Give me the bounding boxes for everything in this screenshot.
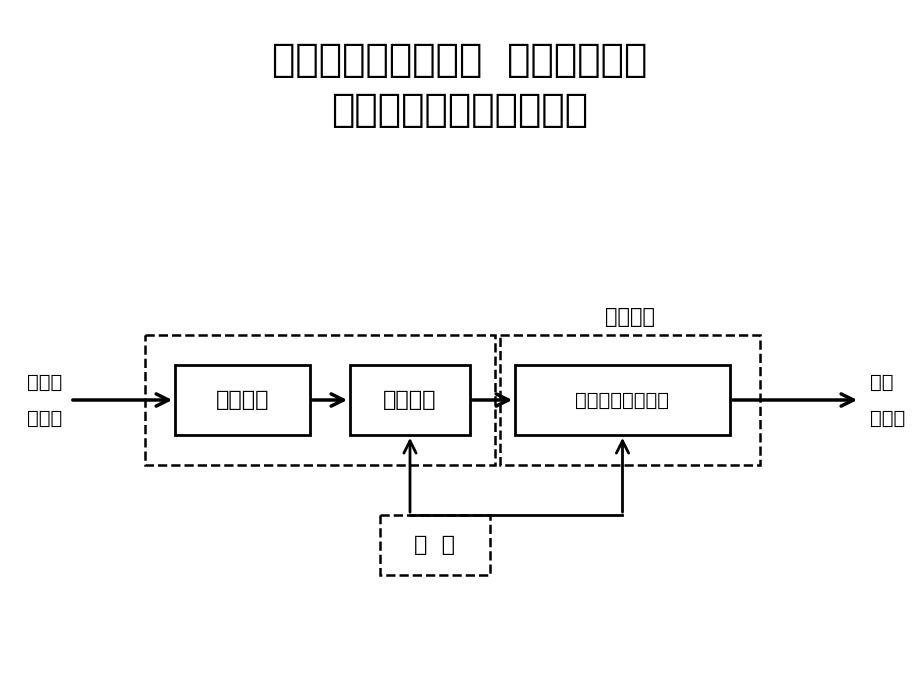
Text: 被测量: 被测量 [27, 373, 62, 391]
Text: 转换元件: 转换元件 [383, 390, 437, 410]
FancyBboxPatch shape [349, 365, 470, 435]
Text: 测量电路: 测量电路 [605, 307, 654, 327]
Text: 电量: 电量 [869, 373, 892, 391]
Text: 电  源: 电 源 [414, 535, 455, 555]
Text: 传感器组成方块图，  说明了传感器: 传感器组成方块图， 说明了传感器 [272, 41, 647, 79]
Text: 敏感元件: 敏感元件 [216, 390, 269, 410]
FancyBboxPatch shape [175, 365, 310, 435]
FancyBboxPatch shape [515, 365, 729, 435]
Text: 信号调节转换电路: 信号调节转换电路 [575, 391, 669, 409]
Text: 输出量: 输出量 [869, 408, 904, 428]
Text: 的基本组成和工作原理。: 的基本组成和工作原理。 [331, 91, 588, 129]
Text: 输入量: 输入量 [27, 408, 62, 428]
